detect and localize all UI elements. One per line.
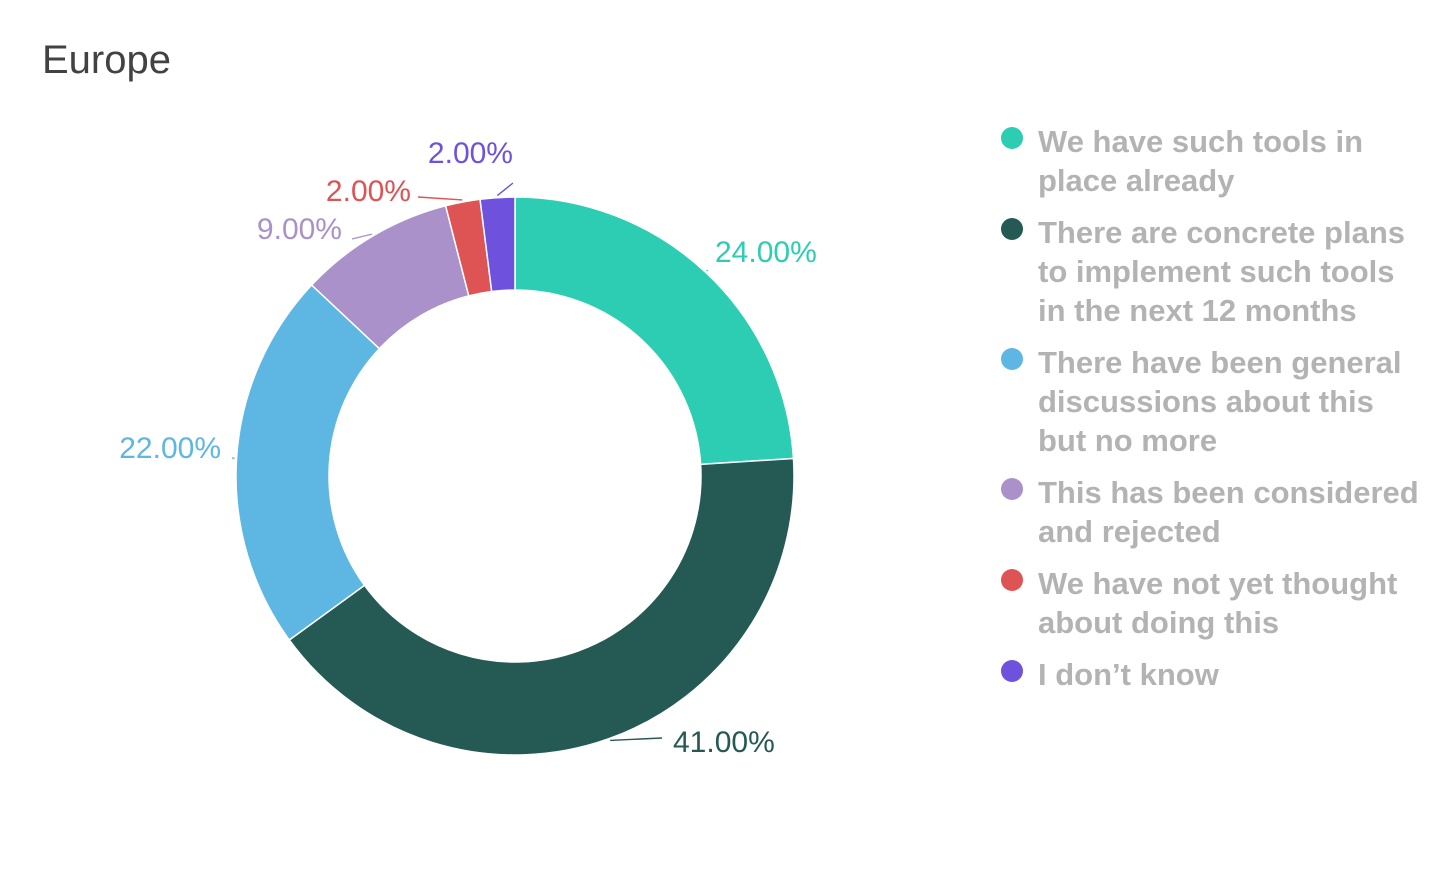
data-label: 41.00% (673, 726, 775, 759)
legend-swatch (1001, 478, 1023, 500)
donut-slice (235, 283, 381, 642)
chart-title: Europe (42, 38, 171, 82)
legend-label: We have such tools in place already (1038, 124, 1364, 198)
legend-item: We have such tools in place already (1000, 122, 1420, 200)
legend-item: This has been considered and rejected (1000, 473, 1420, 551)
legend-label: We have not yet thought about doing this (1038, 566, 1398, 640)
donut-slice (479, 196, 516, 293)
legend-swatch (1001, 660, 1023, 682)
donut-slice (514, 196, 795, 466)
legend-swatch (1001, 218, 1023, 240)
data-label: 22.00% (119, 432, 221, 465)
data-label: 2.00% (428, 137, 513, 170)
legend-item: There are concrete plans to implement su… (1000, 213, 1420, 330)
legend-swatch (1001, 348, 1023, 370)
legend-label: This has been considered and rejected (1038, 475, 1419, 549)
legend-label: There have been general discussions abou… (1038, 345, 1402, 458)
leader-line (351, 233, 373, 240)
legend-item: There have been general discussions abou… (1000, 343, 1420, 460)
data-label: 24.00% (715, 236, 817, 269)
legend-label: I don’t know (1038, 657, 1219, 692)
leader-line (417, 196, 463, 201)
legend-item: I don’t know (1000, 655, 1420, 694)
legend: We have such tools in place already There… (1000, 122, 1420, 707)
leader-line (496, 182, 514, 197)
donut-slice (288, 457, 795, 756)
legend-item: We have not yet thought about doing this (1000, 564, 1420, 642)
leader-line (610, 737, 663, 742)
slices-layer (235, 196, 795, 756)
legend-swatch (1001, 569, 1023, 591)
data-label: 2.00% (326, 175, 411, 208)
data-labels-layer: 24.00% 41.00% 22.00% 9.00% 2.00% 2.00% (119, 137, 817, 759)
data-label: 9.00% (257, 213, 342, 246)
legend-swatch (1001, 127, 1023, 149)
legend-label: There are concrete plans to implement su… (1038, 215, 1405, 328)
